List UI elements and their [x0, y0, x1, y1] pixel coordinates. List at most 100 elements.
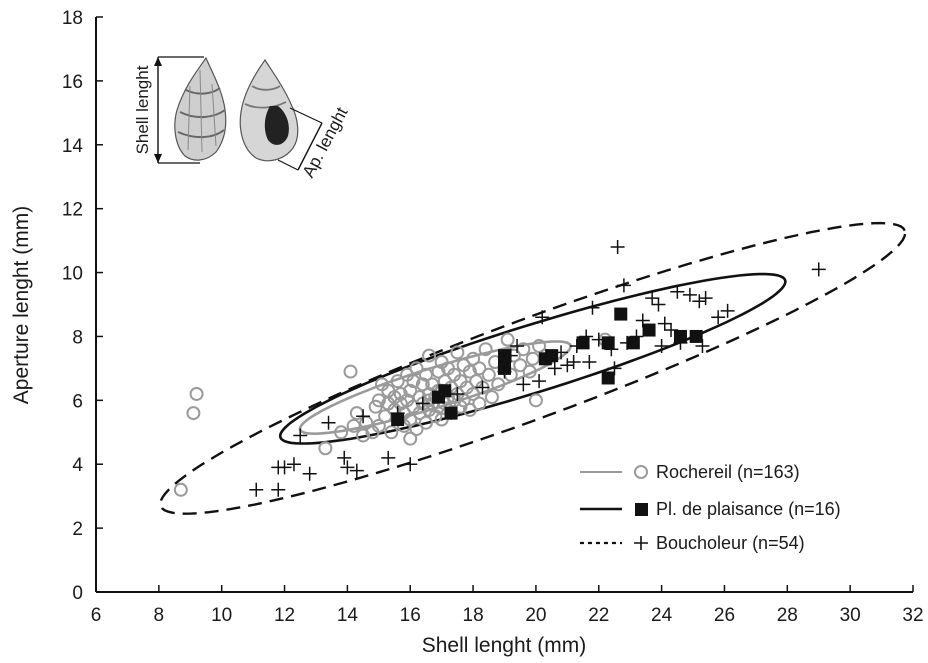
point-boucholeur — [302, 466, 317, 481]
point-rochereil — [500, 332, 515, 347]
x-tick-label: 28 — [777, 605, 798, 626]
point-boucholeur — [673, 335, 688, 350]
point-boucholeur — [692, 294, 707, 309]
point-boucholeur — [403, 457, 418, 472]
x-tick-label: 10 — [211, 605, 232, 626]
point-boucholeur — [635, 313, 650, 328]
point-plaisance — [601, 371, 615, 385]
legend-label-boucholeur: Boucholeur (n=54) — [656, 533, 805, 553]
x-tick-label: 14 — [337, 605, 359, 626]
point-boucholeur — [645, 291, 660, 306]
y-tick-label: 10 — [62, 264, 83, 285]
point-boucholeur — [591, 332, 606, 347]
y-tick-label: 18 — [62, 8, 83, 29]
point-rochereil — [525, 351, 540, 366]
point-rochereil — [484, 390, 499, 405]
point-rochereil — [406, 374, 421, 389]
point-plaisance — [438, 384, 452, 398]
point-boucholeur — [510, 339, 525, 354]
point-rochereil — [431, 364, 446, 379]
y-tick-label: 6 — [72, 391, 83, 412]
x-tick-label: 24 — [651, 605, 673, 626]
x-axis-title: Shell lenght (mm) — [422, 634, 587, 657]
point-rochereil — [403, 412, 418, 427]
point-rochereil — [403, 383, 418, 398]
shell-length-label: Shell lenght — [133, 65, 152, 154]
point-boucholeur — [503, 348, 518, 363]
legend: Rochereil (n=163) Pl. de plaisance (n=16… — [580, 462, 841, 553]
point-rochereil — [356, 428, 371, 443]
point-boucholeur — [381, 450, 396, 465]
point-boucholeur — [616, 278, 631, 293]
shell-length-arrow-bottom — [154, 154, 162, 163]
point-rochereil — [384, 425, 399, 440]
point-boucholeur — [604, 342, 619, 357]
point-plaisance — [545, 349, 559, 363]
y-tick-label: 4 — [72, 455, 83, 476]
y-tick-label: 8 — [72, 327, 83, 348]
point-rochereil — [481, 367, 496, 382]
point-rochereil — [186, 406, 201, 421]
y-tick-label: 12 — [62, 200, 83, 221]
point-rochereil — [532, 339, 547, 354]
point-plaisance — [601, 336, 615, 350]
point-rochereil — [346, 418, 361, 433]
point-plaisance — [444, 406, 458, 420]
point-boucholeur — [516, 377, 531, 392]
point-boucholeur — [811, 262, 826, 277]
point-boucholeur — [475, 380, 490, 395]
point-boucholeur — [582, 355, 597, 369]
point-boucholeur — [535, 310, 550, 325]
point-boucholeur — [698, 291, 713, 306]
point-rochereil — [466, 386, 481, 401]
point-boucholeur — [629, 329, 644, 344]
x-tick-label: 20 — [525, 605, 546, 626]
point-boucholeur — [654, 339, 669, 354]
y-tick-label: 14 — [62, 136, 84, 157]
shell-length-arrow-top — [154, 57, 162, 66]
point-rochereil — [462, 402, 477, 417]
point-boucholeur — [497, 364, 512, 379]
point-boucholeur — [286, 457, 301, 472]
legend-marker-plaisance — [635, 503, 648, 516]
point-plaisance — [642, 323, 656, 337]
aperture-tick-top — [289, 107, 323, 124]
point-boucholeur — [569, 339, 584, 354]
point-boucholeur — [356, 409, 371, 424]
point-boucholeur — [390, 406, 405, 421]
point-rochereil — [349, 406, 364, 421]
x-tick-label: 8 — [154, 605, 165, 626]
ellipse-plaisance — [278, 272, 787, 445]
point-boucholeur — [293, 428, 308, 443]
point-plaisance — [614, 307, 628, 321]
point-rochereil — [462, 364, 477, 379]
points-layer — [173, 240, 826, 497]
point-rochereil — [450, 345, 465, 360]
point-rochereil — [528, 393, 543, 408]
point-rochereil — [415, 377, 430, 392]
point-boucholeur — [321, 415, 336, 430]
point-boucholeur — [532, 374, 547, 389]
point-boucholeur — [664, 323, 679, 338]
point-rochereil — [189, 386, 204, 401]
point-rochereil — [173, 482, 188, 497]
point-rochereil — [472, 361, 487, 376]
point-plaisance — [576, 336, 590, 350]
point-rochereil — [409, 422, 424, 437]
legend-marker-boucholeur — [634, 536, 648, 550]
point-rochereil — [412, 406, 427, 421]
point-boucholeur — [585, 300, 600, 315]
point-boucholeur — [607, 361, 622, 376]
point-boucholeur — [682, 287, 697, 302]
point-boucholeur — [547, 361, 562, 376]
point-rochereil — [334, 425, 349, 440]
point-rochereil — [522, 364, 537, 379]
point-boucholeur — [620, 335, 635, 350]
point-rochereil — [343, 364, 358, 379]
x-tick-label: 6 — [91, 605, 102, 626]
point-boucholeur — [277, 460, 292, 475]
point-rochereil — [472, 396, 487, 411]
ellipse-boucholeur — [159, 221, 907, 515]
point-boucholeur — [554, 345, 569, 360]
